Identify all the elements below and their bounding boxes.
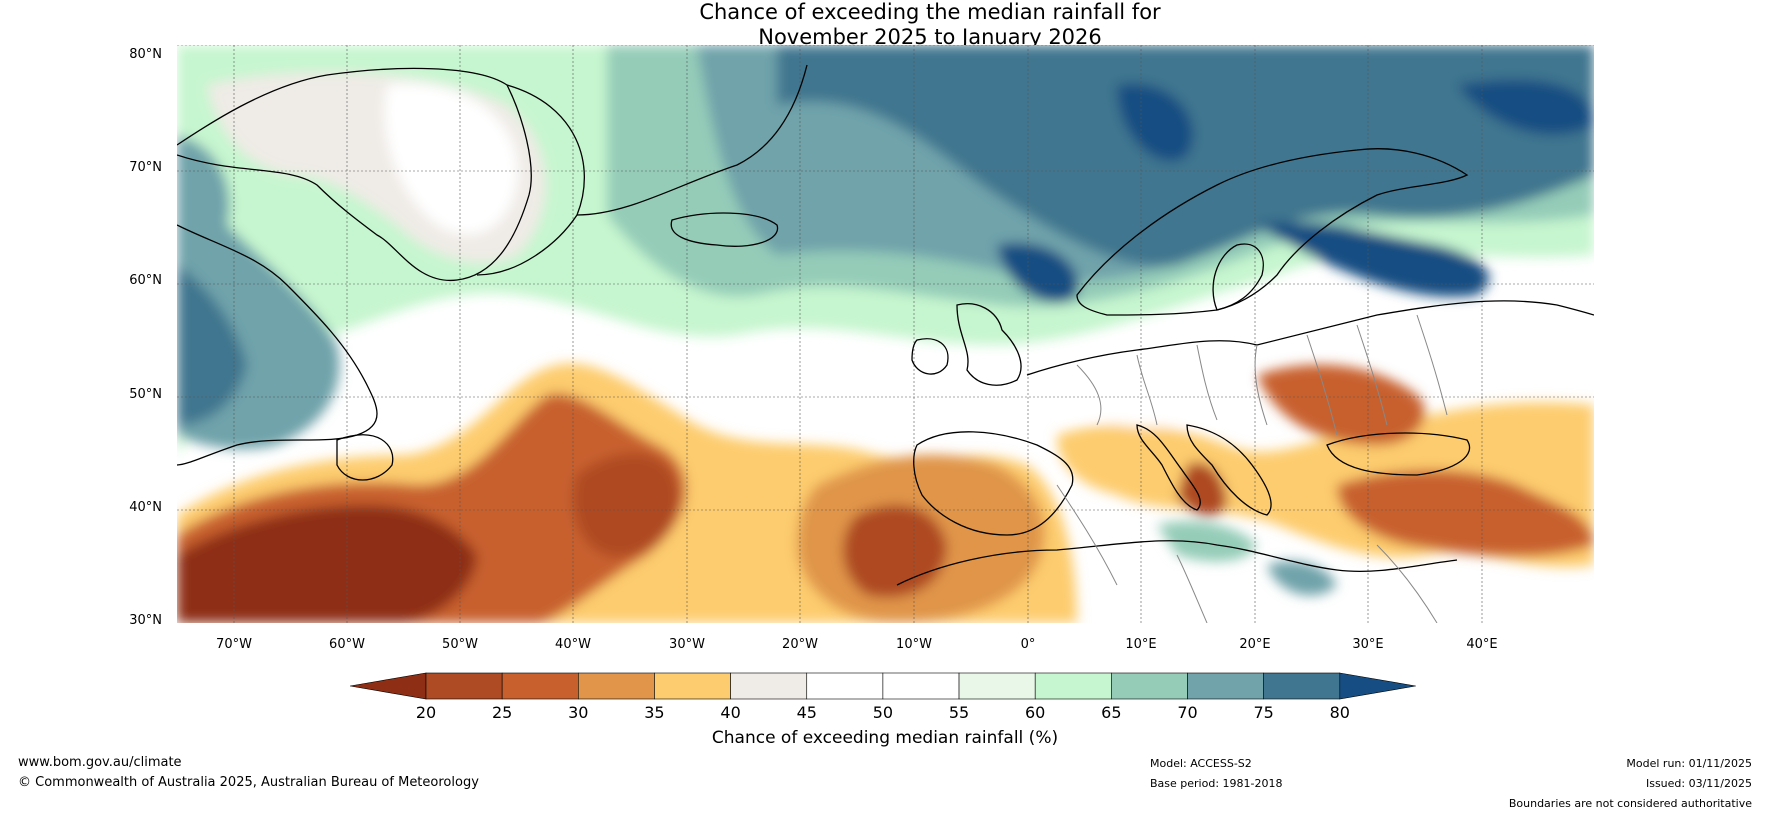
rainfall-map — [177, 45, 1594, 623]
footer-website: www.bom.gov.au/climate — [18, 755, 182, 770]
colorbar-segment — [730, 672, 808, 700]
lat-label-50n: 50°N — [129, 387, 162, 402]
lon-label-60w: 60°W — [329, 637, 365, 652]
colorbar-tick-label: 55 — [948, 703, 970, 722]
colorbar-tick-label: 35 — [644, 703, 665, 722]
footer-model-run: Model run: 01/11/2025 — [1626, 757, 1752, 770]
lon-label-30w: 30°W — [669, 637, 705, 652]
title-line-1: Chance of exceeding the median rainfall … — [699, 0, 1161, 24]
graticule — [177, 45, 1594, 623]
colorbar-tick-label: 25 — [491, 703, 513, 722]
colorbar-segment — [958, 672, 1036, 700]
colorbar-segment — [1263, 672, 1341, 700]
colorbar-tick-label: 80 — [1329, 703, 1350, 722]
lon-label-50w: 50°W — [442, 637, 478, 652]
rainfall-map-graphic — [177, 45, 1594, 623]
lat-label-60n: 60°N — [129, 273, 162, 288]
colorbar-segment — [1111, 672, 1188, 700]
colorbar-tick-label: 45 — [796, 703, 817, 722]
colorbar-tick-label: 30 — [568, 703, 589, 722]
colorbar-tick-label: 75 — [1253, 703, 1274, 722]
colorbar-segment — [425, 672, 503, 700]
colorbar-segment — [806, 672, 884, 700]
lon-label-40e: 40°E — [1466, 637, 1498, 652]
lat-label-80n: 80°N — [129, 47, 162, 62]
lon-label-30e: 30°E — [1352, 637, 1384, 652]
country-borders — [1056, 314, 1448, 623]
lon-label-40w: 40°W — [555, 637, 591, 652]
colorbar-segment — [882, 672, 960, 700]
footer-model: Model: ACCESS-S2 — [1150, 757, 1252, 770]
footer-issued: Issued: 03/11/2025 — [1645, 777, 1752, 790]
colorbar-tick-label: 20 — [415, 703, 437, 722]
lon-label-70w: 70°W — [216, 637, 252, 652]
colorbar-tick-label: 70 — [1177, 703, 1198, 722]
footer-disclaimer: Boundaries are not considered authoritat… — [1508, 797, 1752, 810]
colorbar-tick-label: 60 — [1025, 703, 1046, 722]
colorbar-label: Chance of exceeding median rainfall (%) — [711, 728, 1059, 748]
colorbar — [350, 672, 1416, 700]
coastlines — [177, 64, 1594, 586]
lat-label-70n: 70°N — [129, 160, 162, 175]
colorbar-tick-label: 40 — [720, 703, 741, 722]
colorbar-segment — [1034, 672, 1112, 700]
footer-copyright: © Commonwealth of Australia 2025, Austra… — [18, 775, 479, 790]
colorbar-segment — [501, 672, 579, 700]
colorbar-tick-label: 50 — [872, 703, 894, 722]
probability-shading — [177, 45, 1594, 623]
colorbar-extend-low — [350, 672, 427, 700]
footer-base-period: Base period: 1981-2018 — [1150, 777, 1283, 790]
colorbar-segment — [1187, 672, 1264, 700]
colorbar-segment — [654, 672, 731, 700]
colorbar-extend-high — [1339, 672, 1416, 700]
map-title: Chance of exceeding the median rainfall … — [0, 0, 1770, 50]
lon-label-0: 0° — [1020, 637, 1036, 652]
colorbar-tick-label: 65 — [1101, 703, 1122, 722]
lon-label-10e: 10°E — [1125, 637, 1157, 652]
lon-label-20w: 20°W — [782, 637, 818, 652]
lat-label-30n: 30°N — [129, 613, 162, 628]
colorbar-segment — [578, 672, 655, 700]
lon-label-10w: 10°W — [896, 637, 932, 652]
lon-label-20e: 20°E — [1239, 637, 1271, 652]
lat-label-40n: 40°N — [129, 500, 162, 515]
